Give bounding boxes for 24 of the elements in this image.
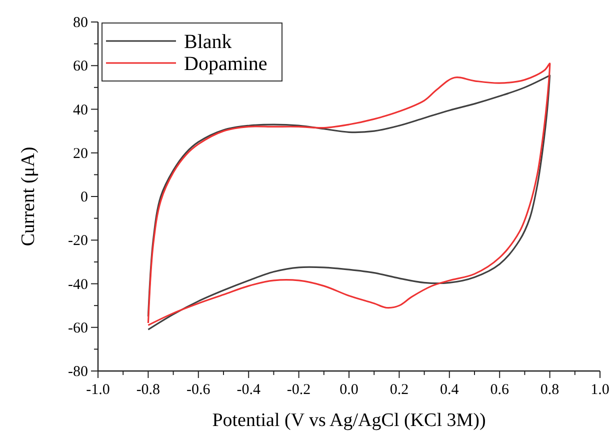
y-tick-label: -20 [68, 233, 88, 250]
x-tick-label: 0.4 [440, 382, 460, 398]
x-tick-label: 0.8 [540, 382, 560, 398]
legend-label: Blank [184, 31, 232, 53]
x-axis-title: Potential (V vs Ag/AgCl (KCl 3M)) [212, 410, 486, 431]
x-tick-label: -0.8 [136, 382, 160, 398]
y-tick-label: -60 [68, 320, 88, 336]
x-tick-label: -0.4 [236, 382, 261, 398]
x-tick-label: 1.0 [590, 382, 610, 398]
y-tick-label: 60 [73, 58, 88, 75]
x-tick-label: 0.0 [340, 382, 358, 398]
y-tick-label: 0 [80, 190, 88, 206]
x-tick-label: 0.2 [390, 382, 409, 398]
y-tick-label: -80 [68, 364, 88, 380]
x-tick-label: 0.6 [490, 382, 510, 398]
legend-label: Dopamine [184, 53, 268, 75]
x-tick-label: -0.2 [286, 382, 311, 398]
x-tick-label: -0.6 [186, 382, 211, 398]
y-tick-label: 20 [73, 146, 88, 162]
y-tick-label: 80 [73, 15, 88, 31]
y-axis-title: Current (μA) [18, 146, 39, 246]
x-tick-label: -1.0 [86, 382, 110, 398]
y-tick-label: -40 [68, 276, 88, 293]
y-tick-label: 40 [73, 102, 88, 118]
